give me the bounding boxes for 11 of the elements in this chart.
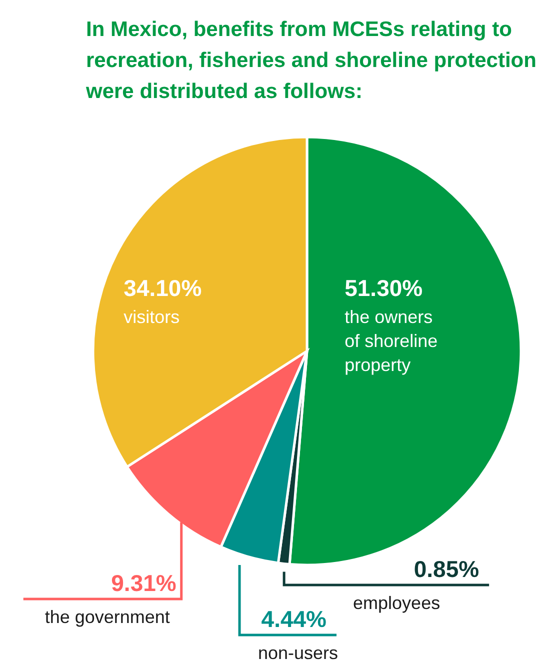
slice-label: the government	[44, 607, 170, 627]
chart-title: In Mexico, benefits from MCESs relating to recreation, fisheries and shoreline protection were distributed as follows:	[86, 17, 538, 105]
data-label: 4.44%	[261, 606, 327, 632]
data-label: 0.85%	[414, 556, 480, 582]
data-label: 34.10%	[124, 275, 202, 301]
slice-label: the owners of shoreline property	[344, 307, 438, 375]
slice-label: non-users	[258, 643, 338, 663]
slice-label: employees	[353, 593, 440, 613]
data-label: 9.31%	[111, 570, 176, 596]
slice-label: visitors	[124, 307, 180, 327]
data-label: 51.30%	[344, 275, 423, 301]
